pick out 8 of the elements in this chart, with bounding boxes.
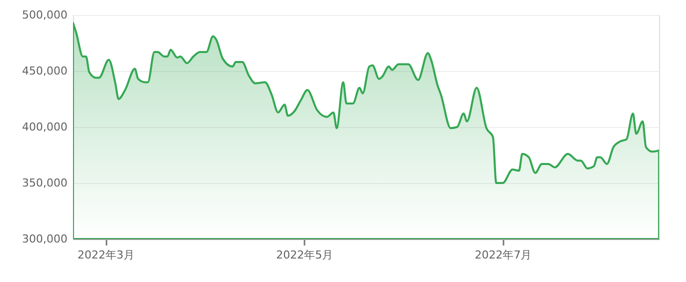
y-tick-label: 400,000 xyxy=(22,120,68,134)
x-tick-label: 2022年5月 xyxy=(276,248,334,262)
x-tick-label: 2022年7月 xyxy=(474,248,532,262)
y-tick-label: 500,000 xyxy=(22,8,68,22)
x-tick-label: 2022年3月 xyxy=(78,248,135,262)
y-tick-label: 300,000 xyxy=(22,232,68,246)
y-tick-label: 450,000 xyxy=(22,64,68,78)
y-tick-label: 350,000 xyxy=(22,176,68,190)
